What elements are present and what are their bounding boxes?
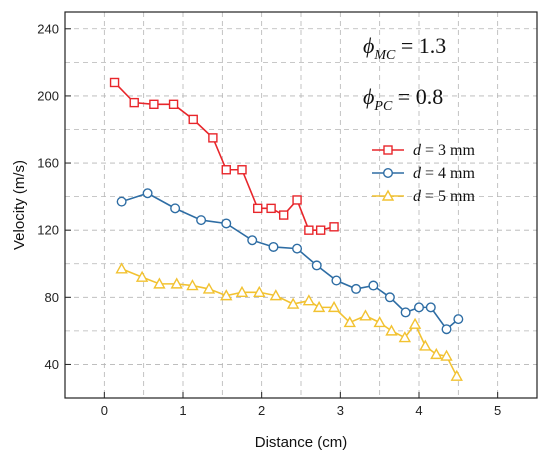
data-point (359, 309, 372, 321)
data-point (253, 203, 263, 214)
data-point (292, 243, 303, 254)
data-point (304, 225, 314, 235)
x-tick-label: 4 (415, 403, 422, 418)
data-point (268, 241, 279, 252)
data-point (208, 133, 218, 143)
data-point (202, 282, 216, 294)
data-point (170, 277, 183, 289)
legend-swatch-marker (383, 167, 394, 178)
legend-swatch-marker (383, 145, 393, 155)
x-axis-title: Distance (cm) (255, 434, 348, 451)
x-tick-label: 3 (337, 403, 344, 418)
data-point (450, 369, 463, 381)
annotations: ϕMC = 1.3 ϕPC = 0.8 (363, 33, 446, 114)
data-point (343, 316, 356, 328)
data-point (311, 260, 322, 271)
data-point (269, 289, 283, 301)
data-point (373, 316, 386, 328)
data-point (315, 225, 326, 235)
series-2 (116, 188, 464, 335)
data-point (109, 77, 120, 88)
legend: d = 3 mm d = 4 mm d = 5 mm (372, 142, 475, 205)
x-tick-label: 1 (179, 403, 186, 418)
data-point (168, 99, 179, 110)
data-point (286, 297, 300, 309)
x-tick-label: 2 (258, 403, 265, 418)
data-point (221, 218, 232, 229)
y-tick-label: 160 (37, 156, 59, 171)
data-point (368, 280, 379, 291)
data-point (170, 203, 181, 214)
legend-label: d = 5 mm (413, 188, 475, 205)
data-point (419, 339, 432, 351)
data-point (247, 235, 258, 246)
series-layer (109, 77, 464, 381)
series-3 (115, 262, 463, 381)
data-point (425, 302, 436, 313)
y-tick-label: 80 (45, 290, 59, 305)
legend-entry-1: d = 3 mm (372, 142, 475, 159)
data-point (196, 215, 207, 226)
data-point (116, 196, 127, 207)
y-tick-label: 240 (37, 21, 59, 36)
data-point (115, 262, 128, 274)
data-point (453, 314, 464, 325)
data-point (329, 222, 339, 232)
x-tick-label: 0 (101, 403, 108, 418)
data-point (312, 300, 326, 313)
data-point (331, 275, 342, 286)
data-point (385, 324, 398, 336)
data-point (400, 307, 411, 318)
legend-entry-3: d = 5 mm (372, 188, 475, 205)
data-point (327, 300, 341, 313)
legend-entry-2: d = 4 mm (372, 165, 475, 182)
data-point (278, 210, 289, 220)
data-point (188, 114, 198, 125)
data-point (441, 324, 452, 335)
data-point (237, 165, 247, 175)
data-point (253, 285, 266, 297)
data-point (302, 294, 316, 306)
data-point (235, 285, 249, 297)
data-point (440, 349, 453, 361)
annotation-1: ϕMC = 1.3 (363, 33, 446, 63)
legend-label: d = 3 mm (413, 142, 475, 159)
data-point (408, 317, 422, 329)
data-point (430, 347, 443, 360)
axis-ticks: 0 1 2 3 4 5 40 80 120 160 200 240 (37, 21, 501, 418)
grid (65, 12, 537, 398)
data-point (398, 331, 412, 343)
data-point (384, 292, 395, 303)
data-point (292, 195, 302, 205)
data-point (221, 165, 231, 175)
y-axis-title: Velocity (m/s) (11, 160, 28, 250)
legend-label: d = 4 mm (413, 165, 475, 182)
data-point (266, 203, 276, 214)
data-point (153, 277, 166, 289)
data-point (142, 188, 153, 199)
y-tick-label: 40 (45, 357, 59, 372)
data-point (220, 289, 233, 301)
data-point (351, 283, 362, 294)
plot-frame (64, 11, 538, 399)
y-tick-label: 120 (37, 223, 59, 238)
data-point (135, 270, 149, 282)
series-line (121, 268, 458, 377)
data-point (129, 97, 139, 108)
x-tick-label: 5 (494, 403, 501, 418)
data-point (186, 279, 199, 291)
y-tick-label: 200 (37, 88, 59, 103)
data-point (414, 302, 425, 313)
annotation-2: ϕPC = 0.8 (363, 84, 443, 114)
legend-swatch-marker (381, 189, 395, 201)
data-point (149, 99, 159, 110)
series-1 (109, 77, 339, 235)
